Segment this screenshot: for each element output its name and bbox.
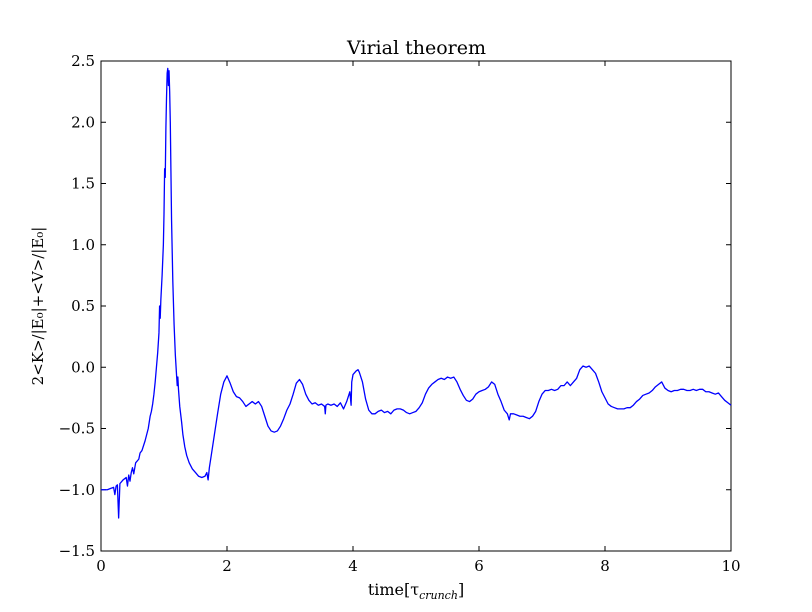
y-tick-label: 0.0 <box>71 358 95 376</box>
y-axis-label: 2<K>/|E₀|+<V>/|E₀| <box>29 227 47 386</box>
y-tick-label: 1.0 <box>71 236 95 254</box>
x-tick-label: 8 <box>600 557 610 575</box>
x-tick-label: 2 <box>222 557 232 575</box>
series-line <box>101 67 732 519</box>
y-tick-labels: −1.5 −1.0 −0.5 0.0 0.5 1.0 1.5 2.0 2.5 <box>59 52 95 560</box>
x-axis-label-close: ] <box>458 580 464 599</box>
y-tick-label: 2.5 <box>71 52 95 70</box>
x-tick-labels: 0 2 4 6 8 10 <box>96 557 740 575</box>
x-axis-label: time[τcrunch] <box>368 580 464 602</box>
plot-area: 0 2 4 6 8 10 −1.5 −1.0 −0.5 0.0 0.5 1.0 1.5 2.0 2.5 <box>59 52 741 575</box>
y-tick-label: −0.5 <box>59 420 95 438</box>
x-tick-label: 4 <box>348 557 358 575</box>
x-axis-label-main: time[τ <box>368 580 419 599</box>
x-axis-label-sub: crunch <box>419 589 458 602</box>
y-tick-label: 0.5 <box>71 297 95 315</box>
x-tick-label: 6 <box>474 557 484 575</box>
x-tick-label: 0 <box>96 557 106 575</box>
y-tick-label: −1.0 <box>59 481 95 499</box>
axis-ticks <box>100 60 732 552</box>
x-tick-label: 10 <box>721 557 740 575</box>
chart-title: Virial theorem <box>346 37 486 59</box>
y-tick-label: −1.5 <box>59 542 95 560</box>
y-tick-label: 1.5 <box>71 175 95 193</box>
y-tick-label: 2.0 <box>71 113 95 131</box>
